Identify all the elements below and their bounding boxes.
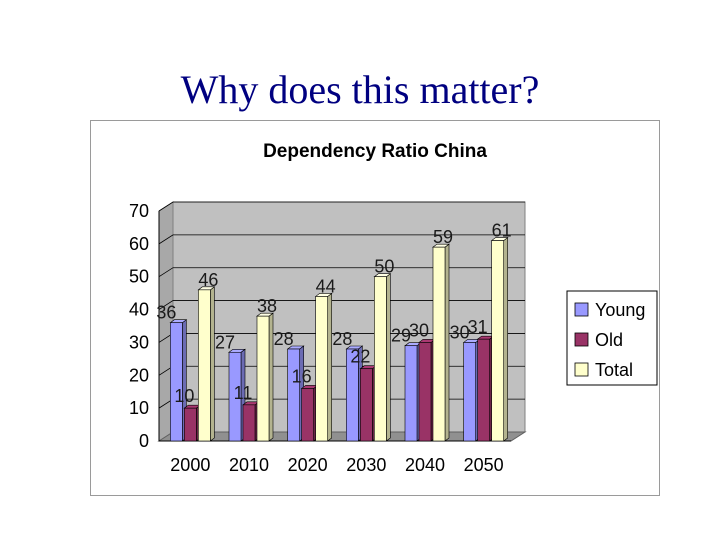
bar-young-2000 <box>170 322 183 442</box>
bar-old-2010 <box>242 404 256 442</box>
bar-total-2030 <box>374 276 387 442</box>
y-tick-label: 60 <box>129 234 149 254</box>
data-label: 31 <box>468 317 488 337</box>
bar-young-2010 <box>228 351 242 442</box>
y-tick-label: 30 <box>129 332 149 352</box>
legend-swatch-total <box>574 362 589 377</box>
bar-total-2010 <box>256 315 270 442</box>
bar-old-2050 <box>477 338 490 442</box>
bar-side <box>327 292 332 442</box>
y-tick-label: 10 <box>129 398 149 418</box>
x-tick-label: 2030 <box>346 455 386 475</box>
bar-old-2000 <box>184 407 197 442</box>
bar-side <box>503 236 508 442</box>
data-label: 11 <box>234 383 253 403</box>
data-label: 28 <box>274 329 294 349</box>
y-tick-label: 50 <box>129 267 149 287</box>
data-label: 10 <box>174 386 194 406</box>
legend-swatch-old <box>574 332 589 347</box>
data-label: 44 <box>316 276 336 296</box>
data-label: 59 <box>433 227 453 247</box>
bar-total-2040 <box>432 246 446 442</box>
y-tick-label: 40 <box>129 300 149 320</box>
data-label: 22 <box>350 347 370 367</box>
gridline <box>158 267 525 278</box>
bar-old-2020 <box>301 388 314 442</box>
gridline <box>158 234 525 245</box>
legend-label-young: Young <box>595 300 645 320</box>
data-label: 29 <box>391 326 411 346</box>
gridline <box>158 201 525 212</box>
x-tick-label: 2010 <box>229 455 269 475</box>
bar-total-2050 <box>491 240 504 442</box>
data-label: 16 <box>292 366 312 386</box>
data-label: 27 <box>215 332 235 352</box>
x-tick-label: 2000 <box>170 455 210 475</box>
bar-side <box>210 286 215 442</box>
data-label: 30 <box>409 320 429 340</box>
gridline <box>158 300 525 310</box>
data-label: 61 <box>492 221 512 241</box>
legend-label-old: Old <box>595 330 623 350</box>
data-label: 28 <box>332 329 352 349</box>
chart-title: Dependency Ratio China <box>263 141 487 162</box>
x-tick-label: 2050 <box>464 455 504 475</box>
bar-total-2000 <box>198 289 211 442</box>
bar-young-2020 <box>287 348 300 442</box>
x-tick-label: 2020 <box>288 455 328 475</box>
bar-old-2030 <box>360 368 373 442</box>
legend-label-total: Total <box>595 360 633 380</box>
bar-young-2030 <box>346 348 359 442</box>
bar-old-2040 <box>418 342 432 442</box>
bar-total-2020 <box>315 296 328 442</box>
data-label: 30 <box>450 322 470 342</box>
bar-side <box>386 273 391 442</box>
slide-title: Why does this matter? <box>180 67 540 112</box>
legend-swatch-young <box>574 302 589 317</box>
data-label: 36 <box>156 303 176 323</box>
bar-young-2050 <box>463 342 476 442</box>
dependency-ratio-chart: Dependency Ratio China 01020304050607036… <box>129 141 658 475</box>
bar-side <box>268 312 274 442</box>
y-tick-label: 70 <box>129 201 149 221</box>
bar-side <box>444 243 450 442</box>
data-label: 38 <box>257 296 277 316</box>
data-label: 46 <box>198 270 218 290</box>
y-tick-label: 20 <box>129 365 149 385</box>
y-tick-label: 0 <box>139 431 149 451</box>
chart-area: Dependency Ratio China 0 10 20 30 40 50 60 70 36… <box>90 120 660 496</box>
x-tick-label: 2040 <box>405 455 445 475</box>
bar-young-2040 <box>404 345 418 442</box>
data-label: 50 <box>374 257 394 277</box>
